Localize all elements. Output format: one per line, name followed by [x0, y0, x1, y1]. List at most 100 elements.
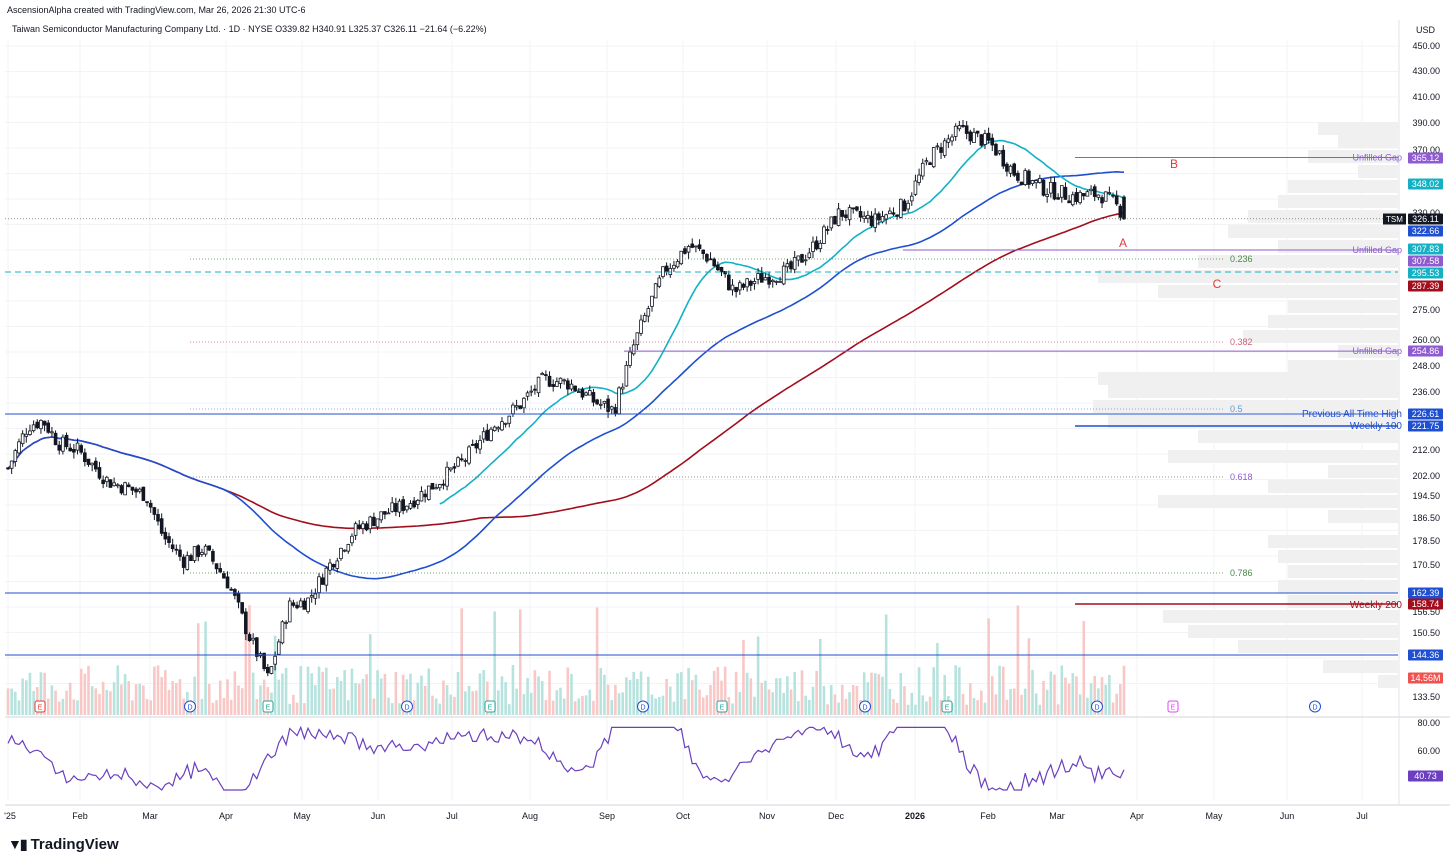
candle-up: [434, 487, 438, 490]
weekly-200-label: Weekly 200: [1350, 600, 1403, 611]
volume-bar: [720, 680, 723, 715]
volume-bar: [522, 694, 526, 715]
candle-down: [6, 467, 10, 470]
candle-down: [1092, 186, 1097, 197]
candle-up: [28, 430, 32, 435]
candle-down: [1081, 193, 1086, 197]
candle-up: [61, 436, 65, 452]
candle-up: [792, 257, 797, 270]
candle-up: [20, 433, 25, 445]
dividend-marker: [859, 700, 871, 713]
candle-down: [357, 524, 362, 529]
candle-down: [459, 458, 464, 461]
volume-bar: [76, 700, 79, 715]
price-label-box: [1408, 243, 1443, 255]
candle-down: [126, 484, 131, 488]
x-axis-label: Oct: [676, 811, 691, 821]
volume-bar: [94, 688, 98, 715]
candle-down: [697, 244, 702, 249]
volume-bar: [862, 672, 866, 715]
volume-bar: [789, 689, 793, 715]
volume-bar: [21, 678, 24, 715]
candle-up: [481, 431, 486, 440]
x-axis-label: Feb: [72, 811, 88, 821]
volume-bar: [207, 683, 211, 715]
volume-bar: [123, 674, 127, 715]
price-label-box: [1408, 152, 1443, 164]
volume-bar: [731, 703, 734, 715]
previous-ath-label: Previous All Time High: [1302, 409, 1402, 420]
volume-bar: [438, 703, 442, 715]
x-axis-label: Feb: [980, 811, 996, 821]
candle-up: [909, 195, 914, 202]
candle-up: [448, 467, 453, 471]
candle-up: [287, 600, 292, 623]
volume-bar: [284, 667, 288, 715]
volume-bar: [445, 685, 449, 715]
volume-bar: [354, 683, 357, 715]
volume-bar: [134, 684, 138, 715]
volume-bar: [372, 698, 376, 715]
volume-profile-bar: [1268, 480, 1398, 493]
volume-bar: [566, 667, 570, 715]
ticker-tag-box: [1383, 213, 1406, 225]
tradingview-brand: TradingView: [30, 836, 119, 853]
volume-bar: [288, 703, 292, 715]
candle-down: [225, 576, 230, 589]
volume-bar: [1100, 677, 1104, 715]
volume-bar: [969, 683, 972, 715]
volume-bar: [1038, 704, 1042, 715]
volume-profile-bar: [1308, 150, 1398, 163]
volume-bar: [756, 636, 760, 715]
candle-up: [653, 283, 658, 299]
tradingview-logo[interactable]: ▼▮ TradingView: [8, 836, 119, 853]
volume-bar: [398, 703, 401, 715]
volume-bar: [990, 676, 994, 715]
fib-level-label: 0.786: [1230, 568, 1253, 578]
volume-profile-bar: [1328, 510, 1398, 523]
volume-bar: [698, 689, 701, 715]
y-axis-tick: 450.00: [1412, 41, 1440, 51]
candle-up: [529, 390, 534, 393]
candle-up: [489, 428, 493, 442]
price-label-box: [1408, 255, 1443, 267]
candle-down: [262, 652, 266, 670]
candle-up: [350, 535, 354, 544]
volume-profile-bar: [1228, 225, 1398, 238]
candle-up: [584, 392, 588, 396]
price-label: 365.12: [1412, 153, 1440, 163]
volume-bar: [518, 609, 522, 715]
volume-bar: [1023, 688, 1027, 715]
volume-bar: [310, 673, 313, 715]
earnings-marker-label: E: [945, 705, 950, 712]
candle-down: [759, 273, 764, 283]
chart-credit: AscensionAlpha created with TradingView.…: [7, 5, 306, 15]
volume-bar: [925, 701, 928, 715]
candle-down: [240, 602, 244, 614]
volume-bar: [112, 682, 116, 715]
volume-profile-bar: [1248, 210, 1398, 223]
volume-bar: [588, 689, 592, 715]
dividend-marker: [1309, 700, 1321, 713]
volume-bar: [427, 668, 431, 715]
candle-down: [690, 243, 695, 248]
dividend-marker-label: D: [404, 705, 409, 712]
volume-profile-bar: [1328, 465, 1398, 478]
currency-label[interactable]: USD: [1416, 25, 1436, 35]
candle-up: [492, 426, 497, 431]
candle-down: [986, 132, 991, 141]
volume-bar: [467, 685, 471, 715]
candle-up: [818, 242, 823, 249]
candle-up: [628, 351, 632, 366]
earnings-marker: [484, 700, 496, 713]
volume-bar: [961, 693, 965, 715]
volume-profile-bar: [1278, 580, 1398, 593]
candle-up: [1034, 180, 1038, 184]
price-label: 14.56M: [1410, 673, 1440, 683]
volume-bar: [32, 690, 35, 715]
volume-bar: [617, 693, 621, 715]
candle-up: [200, 552, 204, 555]
volume-profile-bar: [1108, 415, 1398, 428]
volume-bar: [895, 702, 899, 715]
